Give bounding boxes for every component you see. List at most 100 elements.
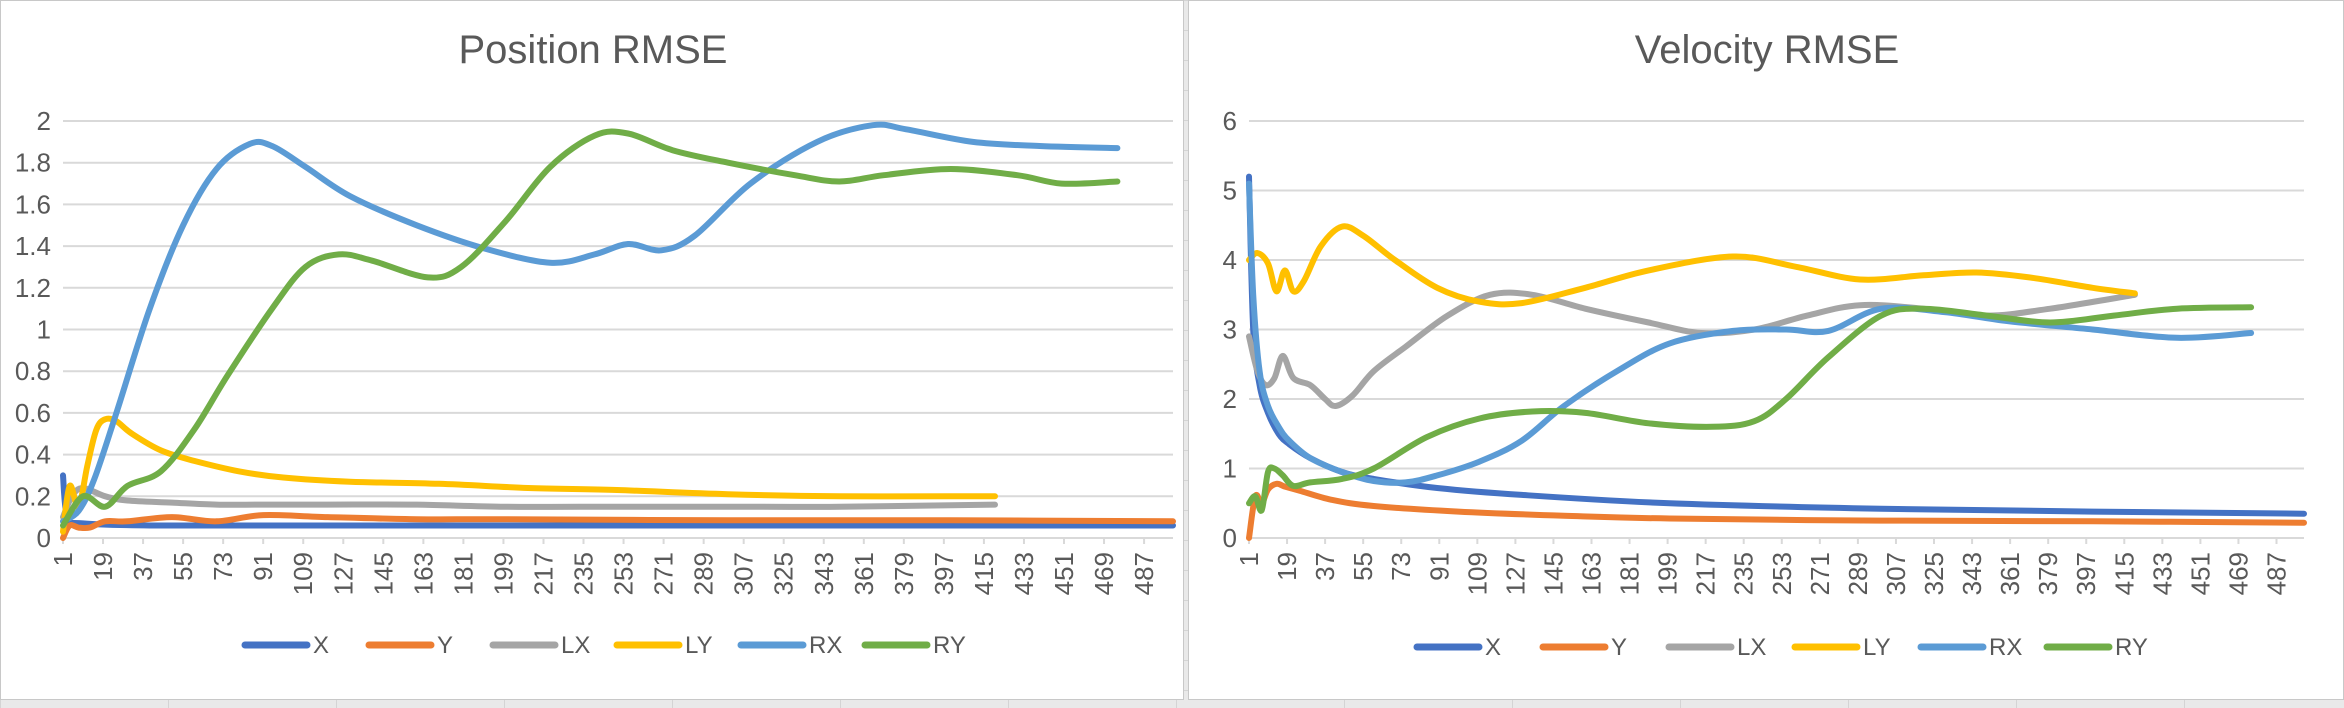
series-line-y bbox=[60, 511, 1176, 541]
x-tick-label: 217 bbox=[528, 552, 558, 595]
y-tick-label: 1.2 bbox=[15, 273, 51, 303]
x-tick-label: 1 bbox=[1234, 552, 1264, 566]
x-tick-label: 19 bbox=[1272, 552, 1302, 581]
x-tick-label: 37 bbox=[1310, 552, 1340, 581]
legend-item-y[interactable]: Y bbox=[1539, 634, 1627, 661]
legend-label: LY bbox=[1863, 634, 1891, 661]
x-tick-label: 487 bbox=[1129, 552, 1159, 595]
series-line-ry bbox=[1246, 304, 2255, 514]
x-tick-label: 361 bbox=[849, 552, 879, 595]
x-tick-label: 199 bbox=[488, 552, 518, 595]
x-tick-label: 55 bbox=[168, 552, 198, 581]
y-tick-label: 1 bbox=[1223, 454, 1237, 484]
legend-label: Y bbox=[437, 632, 453, 659]
x-tick-label: 109 bbox=[1462, 552, 1492, 595]
series-line-ly bbox=[1246, 223, 2138, 308]
x-tick-label: 235 bbox=[569, 552, 599, 595]
x-tick-label: 127 bbox=[328, 552, 358, 595]
x-tick-label: 415 bbox=[969, 552, 999, 595]
legend-item-rx[interactable]: RX bbox=[1917, 634, 2022, 661]
x-tick-label: 307 bbox=[1881, 552, 1911, 595]
series-line-rx bbox=[1246, 180, 2255, 486]
x-tick-label: 55 bbox=[1348, 552, 1378, 581]
x-tick-label: 433 bbox=[1009, 552, 1039, 595]
x-tick-label: 163 bbox=[408, 552, 438, 595]
series-line-ly bbox=[60, 415, 998, 535]
legend-item-ry[interactable]: RY bbox=[861, 632, 966, 659]
x-tick-label: 145 bbox=[368, 552, 398, 595]
x-tick-label: 217 bbox=[1691, 552, 1721, 595]
x-tick-label: 451 bbox=[1049, 552, 1079, 595]
x-tick-label: 271 bbox=[649, 552, 679, 595]
legend-label: LX bbox=[1737, 634, 1766, 661]
legend-item-lx[interactable]: LX bbox=[489, 632, 590, 659]
x-tick-label: 37 bbox=[128, 552, 158, 581]
x-tick-label: 289 bbox=[689, 552, 719, 595]
x-tick-label: 91 bbox=[248, 552, 278, 581]
y-tick-label: 0.6 bbox=[15, 398, 51, 428]
x-tick-label: 73 bbox=[208, 552, 238, 581]
x-tick-label: 343 bbox=[1957, 552, 1987, 595]
x-tick-label: 469 bbox=[1089, 552, 1119, 595]
y-tick-label: 0 bbox=[1223, 523, 1237, 553]
y-tick-label: 3 bbox=[1223, 315, 1237, 345]
x-tick-label: 361 bbox=[1995, 552, 2025, 595]
y-tick-label: 2 bbox=[1223, 384, 1237, 414]
position-rmse-chart[interactable]: Position RMSE 0 0.2 0.4 0.6 0.8 1 1.2 1.4 1.6 1.8 2… bbox=[0, 0, 1184, 700]
x-tick-label: 325 bbox=[769, 552, 799, 595]
y-tick-label: 1.8 bbox=[15, 148, 51, 178]
x-tick-label: 487 bbox=[2262, 552, 2292, 595]
y-tick-label: 0.8 bbox=[15, 356, 51, 386]
x-tick-label: 271 bbox=[1805, 552, 1835, 595]
y-tick-label: 4 bbox=[1223, 245, 1237, 275]
x-tick-label: 199 bbox=[1653, 552, 1683, 595]
y-tick-label: 0.4 bbox=[15, 440, 51, 470]
legend-item-y[interactable]: Y bbox=[365, 632, 453, 659]
legend-label: LY bbox=[685, 632, 713, 659]
x-tick-label: 109 bbox=[288, 552, 318, 595]
x-tick-label: 451 bbox=[2185, 552, 2215, 595]
x-tick-label: 343 bbox=[809, 552, 839, 595]
legend-item-ry[interactable]: RY bbox=[2043, 634, 2148, 661]
x-tick-label: 307 bbox=[729, 552, 759, 595]
series-line-x bbox=[60, 472, 1176, 529]
y-tick-label: 1.6 bbox=[15, 189, 51, 219]
x-tick-label: 469 bbox=[2223, 552, 2253, 595]
legend-item-ly[interactable]: LY bbox=[613, 632, 713, 659]
x-tick-label: 379 bbox=[889, 552, 919, 595]
series-line-ry bbox=[60, 128, 1121, 529]
x-tick-label: 289 bbox=[1843, 552, 1873, 595]
legend-label: RX bbox=[1989, 634, 2022, 661]
series-line-rx bbox=[60, 121, 1121, 525]
x-tick-label: 325 bbox=[1919, 552, 1949, 595]
chart-title: Position RMSE bbox=[459, 28, 728, 72]
x-tick-label: 163 bbox=[1577, 552, 1607, 595]
legend-label: X bbox=[1485, 634, 1501, 661]
y-tick-label: 1 bbox=[37, 315, 51, 345]
legend-item-rx[interactable]: RX bbox=[737, 632, 842, 659]
x-tick-label: 91 bbox=[1424, 552, 1454, 581]
chart-title: Velocity RMSE bbox=[1635, 28, 1900, 72]
legend-label: RY bbox=[933, 632, 966, 659]
y-tick-label: 6 bbox=[1223, 106, 1237, 136]
legend-label: LX bbox=[561, 632, 590, 659]
x-tick-label: 19 bbox=[88, 552, 118, 581]
x-tick-label: 127 bbox=[1500, 552, 1530, 595]
legend-label: RX bbox=[809, 632, 842, 659]
x-tick-label: 253 bbox=[609, 552, 639, 595]
x-tick-label: 433 bbox=[2147, 552, 2177, 595]
x-tick-label: 181 bbox=[448, 552, 478, 595]
legend-label: Y bbox=[1611, 634, 1627, 661]
y-tick-label: 5 bbox=[1223, 176, 1237, 206]
legend-item-x[interactable]: X bbox=[1413, 634, 1501, 661]
legend-item-x[interactable]: X bbox=[241, 632, 329, 659]
x-tick-label: 73 bbox=[1386, 552, 1416, 581]
legend-item-lx[interactable]: LX bbox=[1665, 634, 1766, 661]
y-tick-label: 0 bbox=[37, 523, 51, 553]
x-tick-label: 181 bbox=[1615, 552, 1645, 595]
legend-item-ly[interactable]: LY bbox=[1791, 634, 1891, 661]
legend-label: RY bbox=[2115, 634, 2148, 661]
y-tick-label: 0.2 bbox=[15, 481, 51, 511]
velocity-rmse-chart[interactable]: Velocity RMSE 0 1 2 3 4 5 6 1 19 37 55 73 91 109 127 145… bbox=[1188, 0, 2344, 700]
